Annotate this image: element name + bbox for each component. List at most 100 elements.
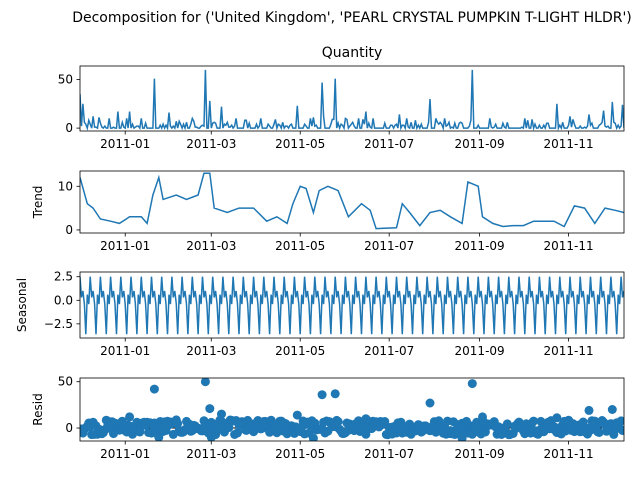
x-tick: 2011-01 bbox=[100, 441, 150, 461]
axes-frame-resid bbox=[79, 377, 625, 442]
x-tick: 2011-11 bbox=[544, 441, 594, 461]
figure-suptitle: Decomposition for ('United Kingdom', 'PE… bbox=[72, 10, 632, 26]
x-tick: 2011-11 bbox=[544, 131, 594, 151]
panel-title: Quantity bbox=[322, 45, 383, 61]
x-tick: 2011-09 bbox=[455, 233, 505, 253]
resid-outlier-point bbox=[308, 433, 318, 441]
x-tick: 2011-01 bbox=[100, 338, 150, 358]
resid-outlier-point bbox=[478, 412, 487, 422]
y-tick: 0 bbox=[65, 421, 80, 435]
x-tick: 2011-07 bbox=[364, 131, 414, 151]
x-tick-label: 2011-07 bbox=[364, 447, 414, 461]
resid-point bbox=[361, 429, 371, 439]
y-tick-label: 50 bbox=[58, 375, 73, 389]
panel-quantity: 0 50 2011-01 2011-03 2011-05 2011-07 2011-09 20… bbox=[58, 45, 625, 151]
x-tick-label: 2011-11 bbox=[544, 137, 594, 151]
y-tick: 2.5 bbox=[54, 270, 80, 284]
y-tick-label: 10 bbox=[58, 179, 73, 193]
x-tick-label: 2011-11 bbox=[544, 447, 594, 461]
resid-point bbox=[502, 419, 512, 429]
resid-outlier-point bbox=[361, 414, 371, 424]
y-tick: −2.5 bbox=[44, 317, 80, 331]
resid-outlier-point bbox=[206, 432, 216, 441]
x-tick-label: 2011-11 bbox=[544, 344, 594, 358]
resid-outlier-point bbox=[200, 378, 210, 387]
x-tick: 2011-07 bbox=[364, 233, 414, 253]
resid-point bbox=[529, 416, 539, 426]
y-tick: 0 bbox=[65, 223, 80, 237]
x-tick-label: 2011-03 bbox=[186, 137, 236, 151]
quantity-series-line bbox=[80, 69, 624, 131]
x-tick-label: 2011-05 bbox=[275, 239, 325, 253]
resid-outlier-point bbox=[584, 405, 594, 415]
x-tick-label: 2011-01 bbox=[100, 344, 150, 358]
x-tick-label: 2011-05 bbox=[275, 447, 325, 461]
resid-outlier-point bbox=[292, 410, 302, 420]
x-tick-label: 2011-09 bbox=[455, 137, 505, 151]
x-tick-label: 2011-09 bbox=[455, 344, 505, 358]
y-axis-label: Trend bbox=[31, 186, 45, 220]
resid-point bbox=[609, 429, 619, 439]
resid-point bbox=[233, 428, 242, 438]
seasonal-series-line bbox=[80, 276, 624, 335]
x-tick: 2011-03 bbox=[186, 233, 236, 253]
x-tick: 2011-07 bbox=[364, 441, 414, 461]
x-tick-label: 2011-01 bbox=[100, 239, 150, 253]
resid-point bbox=[594, 428, 604, 437]
y-tick: 50 bbox=[58, 73, 80, 87]
resid-outlier-point bbox=[217, 409, 226, 419]
resid-outlier-point bbox=[154, 432, 164, 441]
x-tick-label: 2011-03 bbox=[186, 239, 236, 253]
resid-outlier-point bbox=[125, 412, 135, 422]
y-tick: 10 bbox=[58, 179, 80, 193]
axes-frame-seasonal bbox=[79, 271, 625, 339]
x-tick-label: 2011-01 bbox=[100, 137, 150, 151]
y-tick-label: −2.5 bbox=[44, 317, 73, 331]
x-tick-label: 2011-07 bbox=[364, 344, 414, 358]
x-tick-label: 2011-09 bbox=[455, 447, 505, 461]
panel-trend: 0 10 2011-01 2011-03 2011-05 2011-07 2011-09 20… bbox=[31, 170, 625, 253]
y-tick-label: 50 bbox=[58, 73, 73, 87]
y-axis-label: Resid bbox=[31, 393, 45, 425]
resid-outlier-point bbox=[552, 413, 562, 423]
resid-outlier-point bbox=[205, 404, 215, 414]
resid-outlier-point bbox=[457, 433, 467, 441]
y-tick-label: 0 bbox=[65, 421, 73, 435]
resid-outlier-point bbox=[330, 389, 340, 399]
x-tick: 2011-05 bbox=[275, 441, 325, 461]
x-tick: 2011-09 bbox=[455, 131, 505, 151]
resid-point bbox=[578, 417, 588, 427]
resid-point bbox=[467, 429, 477, 439]
x-tick: 2011-05 bbox=[275, 131, 325, 151]
x-tick-label: 2011-05 bbox=[275, 137, 325, 151]
resid-outlier-point bbox=[607, 405, 617, 414]
y-tick-label: 0 bbox=[65, 223, 73, 237]
y-tick: 0 bbox=[65, 121, 80, 135]
y-tick-label: 2.5 bbox=[54, 270, 73, 284]
x-tick: 2011-11 bbox=[544, 338, 594, 358]
plot-area-quantity bbox=[80, 69, 624, 131]
x-tick-label: 2011-01 bbox=[100, 447, 150, 461]
x-tick: 2011-05 bbox=[275, 338, 325, 358]
x-tick-label: 2011-11 bbox=[544, 239, 594, 253]
x-tick: 2011-03 bbox=[186, 441, 236, 461]
y-tick-label: 0 bbox=[65, 121, 73, 135]
resid-points bbox=[80, 378, 624, 441]
resid-point bbox=[619, 425, 624, 435]
resid-outlier-point bbox=[467, 379, 477, 389]
y-tick: 0.0 bbox=[54, 293, 80, 307]
x-tick: 2011-05 bbox=[275, 233, 325, 253]
resid-point bbox=[224, 423, 234, 433]
x-tick-label: 2011-09 bbox=[455, 239, 505, 253]
x-tick: 2011-03 bbox=[186, 338, 236, 358]
axes-frame-quantity bbox=[79, 65, 625, 132]
resid-point bbox=[616, 416, 624, 426]
y-tick: 50 bbox=[58, 375, 80, 389]
x-tick-label: 2011-03 bbox=[186, 447, 236, 461]
x-tick-label: 2011-03 bbox=[186, 344, 236, 358]
resid-outlier-point bbox=[149, 384, 159, 394]
x-tick-label: 2011-05 bbox=[275, 344, 325, 358]
y-tick-label: 0.0 bbox=[54, 293, 73, 307]
plot-area-resid bbox=[80, 378, 624, 441]
